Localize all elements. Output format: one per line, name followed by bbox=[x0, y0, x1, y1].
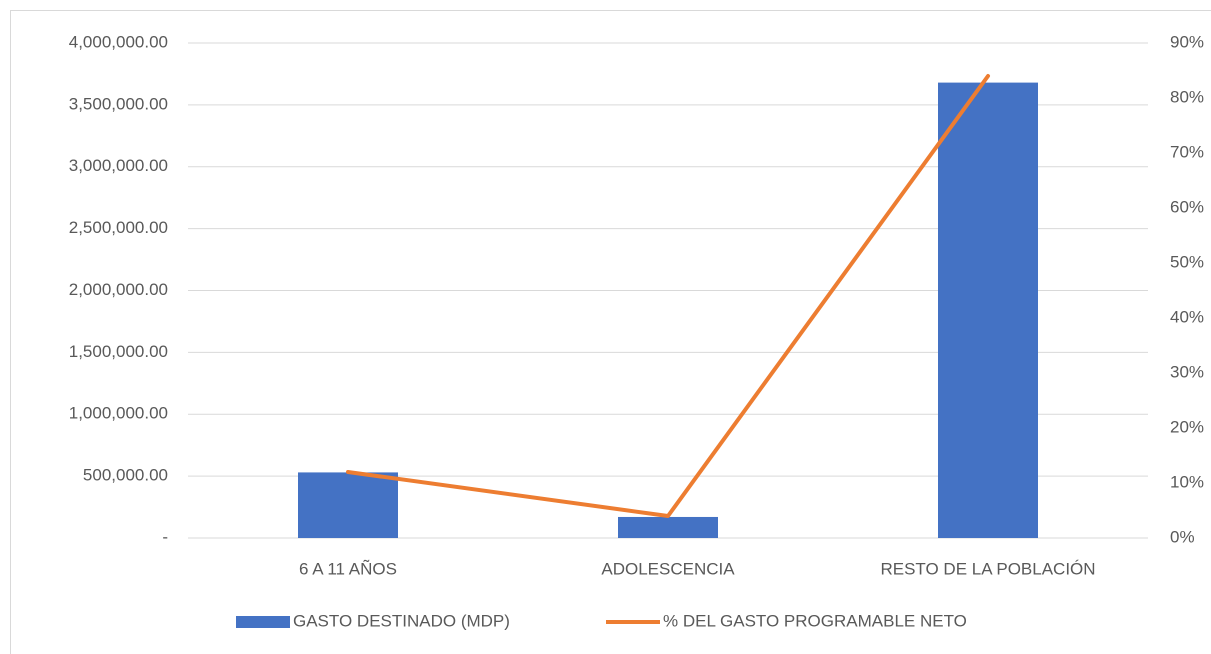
y-tick-label: 3,500,000.00 bbox=[69, 94, 168, 113]
y-tick-label: 1,500,000.00 bbox=[69, 342, 168, 361]
y2-tick-label: 60% bbox=[1170, 197, 1204, 216]
legend-swatch bbox=[236, 616, 290, 628]
y2-tick-label: 90% bbox=[1170, 32, 1204, 51]
x-tick-label: 6 A 11 AÑOS bbox=[299, 559, 397, 578]
y2-tick-label: 20% bbox=[1170, 417, 1204, 436]
legend-label: % DEL GASTO PROGRAMABLE NETO bbox=[663, 611, 967, 630]
line bbox=[346, 74, 990, 518]
x-tick-label: ADOLESCENCIA bbox=[601, 559, 735, 578]
y-tick-label: 1,000,000.00 bbox=[69, 404, 168, 423]
y2-tick-label: 30% bbox=[1170, 362, 1204, 381]
y2-tick-label: 10% bbox=[1170, 472, 1204, 491]
y2-tick-label: 50% bbox=[1170, 252, 1204, 271]
y2-tick-label: 40% bbox=[1170, 307, 1204, 326]
x-tick-label: RESTO DE LA POBLACIÓN bbox=[880, 559, 1095, 578]
bar bbox=[298, 472, 398, 538]
y-tick-label: 2,000,000.00 bbox=[69, 280, 168, 299]
bar bbox=[618, 516, 718, 538]
chart-border bbox=[10, 10, 1211, 654]
y-tick-label: 2,500,000.00 bbox=[69, 218, 168, 237]
y-tick-label: 3,000,000.00 bbox=[69, 156, 168, 175]
y-tick-label: - bbox=[162, 527, 168, 546]
y2-tick-label: 80% bbox=[1170, 87, 1204, 106]
legend-label: GASTO DESTINADO (MDP) bbox=[293, 611, 510, 630]
bar bbox=[938, 82, 1038, 538]
y2-tick-label: 70% bbox=[1170, 142, 1204, 161]
y-tick-label: 4,000,000.00 bbox=[69, 32, 168, 51]
y-tick-label: 500,000.00 bbox=[83, 466, 168, 485]
y2-tick-label: 0% bbox=[1170, 527, 1195, 546]
